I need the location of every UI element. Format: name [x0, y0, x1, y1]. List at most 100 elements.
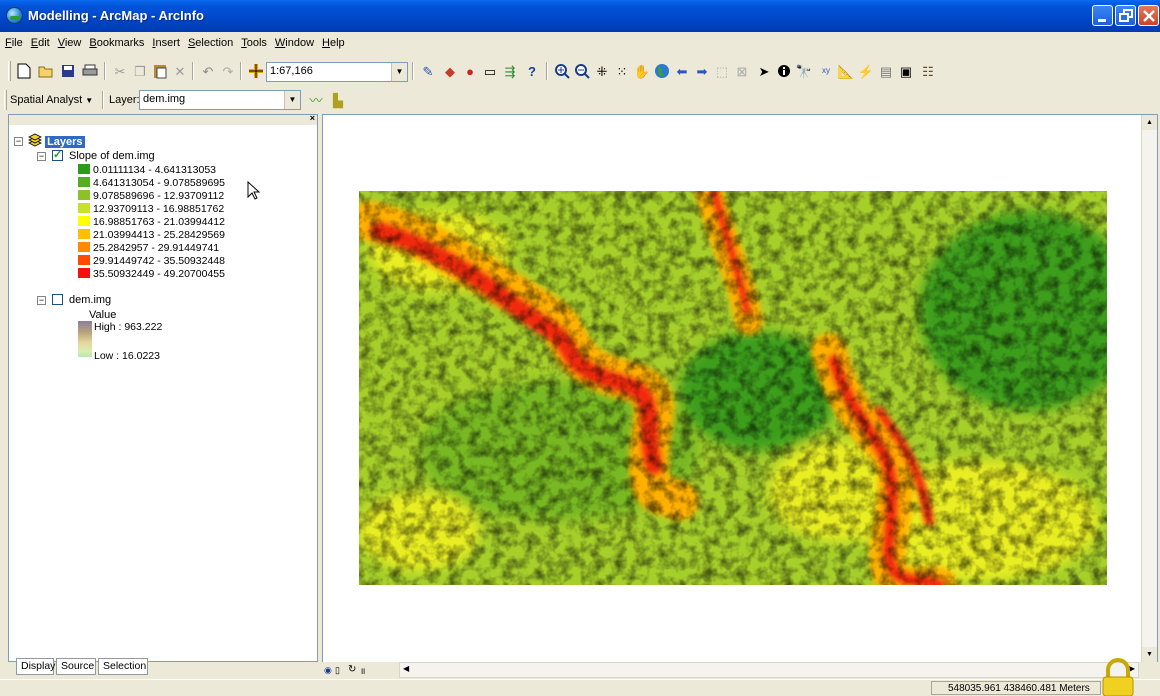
legend-class-row: 21.03994413 - 25.28429569	[78, 229, 225, 241]
legend-color-swatch[interactable]	[78, 229, 90, 239]
layer-dem[interactable]: dem.img	[69, 294, 112, 306]
toolbar-grip[interactable]	[8, 61, 11, 81]
collapse-icon[interactable]: −	[37, 295, 46, 305]
add-data-icon[interactable]	[246, 61, 266, 81]
clear-selection-icon[interactable]: ⊠	[736, 63, 748, 79]
legend-color-swatch[interactable]	[78, 242, 90, 252]
html-popup-icon[interactable]: ▤	[879, 63, 893, 79]
paste-icon[interactable]	[150, 61, 170, 81]
scroll-down-arrow-icon[interactable]: ▼	[1142, 647, 1157, 662]
scroll-up-arrow-icon[interactable]: ▲	[1142, 115, 1157, 130]
identify-icon[interactable]	[774, 61, 794, 81]
create-viewer-icon[interactable]: ☷	[922, 63, 934, 79]
menu-view[interactable]: View	[57, 37, 82, 49]
close-button[interactable]	[1138, 5, 1159, 26]
horizontal-scrollbar[interactable]: ◀ ▶	[399, 662, 1139, 678]
collapse-icon[interactable]: −	[14, 136, 23, 146]
layer-combo[interactable]: dem.img ▼	[139, 90, 301, 110]
data-frame-layers[interactable]: Layers	[28, 133, 85, 148]
go-to-xy-icon[interactable]: xy	[822, 66, 830, 75]
minimize-button[interactable]	[1092, 5, 1113, 26]
copy-icon[interactable]: ❐	[134, 63, 146, 79]
map-display[interactable]: ▲ ▼	[322, 114, 1158, 663]
menu-edit[interactable]: Edit	[30, 37, 50, 49]
menu-selection[interactable]: Selection	[187, 37, 234, 49]
legend-color-swatch[interactable]	[78, 190, 90, 200]
tab-source[interactable]: Source	[56, 658, 96, 675]
window-title: Modelling - ArcMap - ArcInfo	[28, 8, 204, 23]
menu-tools[interactable]: Tools	[241, 37, 267, 49]
refresh-icon[interactable]: ↻	[348, 664, 357, 675]
chevron-down-icon[interactable]: ▼	[391, 63, 407, 81]
menu-help[interactable]: Help	[322, 37, 345, 49]
fixed-zoom-in-icon[interactable]: ⁜	[596, 63, 608, 79]
arctoolbox-icon[interactable]: ◆	[445, 63, 455, 79]
select-features-icon[interactable]: ⬚	[715, 63, 729, 79]
map-scale-combo[interactable]: 1:67,166 ▼	[266, 62, 408, 82]
print-icon[interactable]	[80, 61, 100, 81]
title-bar[interactable]: Modelling - ArcMap - ArcInfo	[0, 0, 1160, 32]
zoom-out-icon[interactable]	[572, 61, 592, 81]
legend-color-swatch[interactable]	[78, 177, 90, 187]
redo-icon[interactable]: ↷	[222, 63, 234, 79]
tab-display[interactable]: Display	[16, 658, 55, 675]
select-elements-arrow-icon[interactable]: ➤	[758, 63, 770, 79]
toolbar-separator	[240, 62, 242, 80]
pan-hand-icon[interactable]: ✋	[633, 63, 651, 79]
scroll-right-arrow-icon[interactable]: ▶	[1128, 664, 1135, 673]
menu-bookmarks[interactable]: Bookmarks	[89, 37, 145, 49]
status-bar: 548035.961 438460.481 Meters	[0, 679, 1160, 696]
cut-icon[interactable]: ✂	[114, 63, 126, 79]
tab-selection[interactable]: Selection	[98, 658, 148, 675]
legend-high: High : 963.222	[94, 321, 163, 333]
contour-icon[interactable]: 〰	[309, 92, 323, 108]
close-icon[interactable]: ×	[309, 113, 315, 123]
measure-icon[interactable]: 📐	[837, 63, 855, 79]
legend-color-swatch[interactable]	[78, 203, 90, 213]
chevron-down-icon[interactable]: ▼	[284, 91, 300, 109]
save-icon[interactable]	[58, 61, 78, 81]
toolbar-separator	[104, 62, 106, 80]
arcmap-globe-icon	[6, 7, 23, 24]
data-view-icon[interactable]: ◉	[324, 665, 332, 675]
delete-icon[interactable]: ✕	[174, 63, 186, 79]
modelbuilder-icon[interactable]: ⇶	[504, 63, 516, 79]
legend-color-swatch[interactable]	[78, 164, 90, 174]
whats-this-icon[interactable]: ?	[528, 63, 536, 79]
restore-button[interactable]	[1115, 5, 1136, 26]
legend-color-swatch[interactable]	[78, 255, 90, 265]
find-binoculars-icon[interactable]: 🔭	[795, 63, 813, 79]
full-extent-globe-icon[interactable]	[652, 61, 672, 81]
toolbar-grip[interactable]	[4, 90, 7, 110]
undo-icon[interactable]: ↶	[202, 63, 214, 79]
pause-drawing-icon[interactable]: ॥	[360, 666, 366, 676]
menu-insert[interactable]: Insert	[152, 37, 180, 49]
command-line-icon[interactable]: ▭	[483, 63, 497, 79]
editor-toolbar-icon[interactable]: ✎	[422, 63, 434, 79]
back-extent-icon[interactable]: ⬅	[676, 63, 688, 79]
forward-extent-icon[interactable]: ➡	[696, 63, 708, 79]
open-folder-icon[interactable]	[36, 61, 56, 81]
menu-window[interactable]: Window	[274, 37, 315, 49]
collapse-icon[interactable]: −	[37, 151, 46, 161]
fixed-zoom-out-icon[interactable]: ⁙	[616, 63, 628, 79]
toolbox-icon[interactable]: ●	[466, 63, 474, 79]
zoom-in-icon[interactable]	[552, 61, 572, 81]
menu-file[interactable]: File	[5, 37, 23, 49]
legend-class-label: 35.50932449 - 49.20700455	[93, 268, 225, 280]
spatial-analyst-menu[interactable]: Spatial Analyst ▼	[10, 94, 93, 106]
legend-class-row: 9.078589696 - 12.93709112	[78, 190, 224, 202]
layer-visibility-checkbox[interactable]	[52, 294, 63, 305]
legend-color-swatch[interactable]	[78, 216, 90, 226]
histogram-icon[interactable]: ▙	[333, 92, 343, 108]
layer-visibility-checkbox[interactable]	[52, 148, 63, 161]
vertical-scrollbar[interactable]: ▲ ▼	[1141, 115, 1157, 662]
time-slider-icon[interactable]: ▣	[899, 63, 913, 79]
new-document-icon[interactable]	[14, 61, 34, 81]
layer-slope-of-dem[interactable]: Slope of dem.img	[69, 150, 155, 162]
legend-color-swatch[interactable]	[78, 268, 90, 278]
scroll-left-arrow-icon[interactable]: ◀	[403, 664, 410, 673]
hyperlink-icon[interactable]: ⚡	[857, 63, 875, 79]
layout-view-icon[interactable]: ▯	[335, 665, 340, 675]
chevron-down-icon: ▼	[85, 96, 94, 105]
